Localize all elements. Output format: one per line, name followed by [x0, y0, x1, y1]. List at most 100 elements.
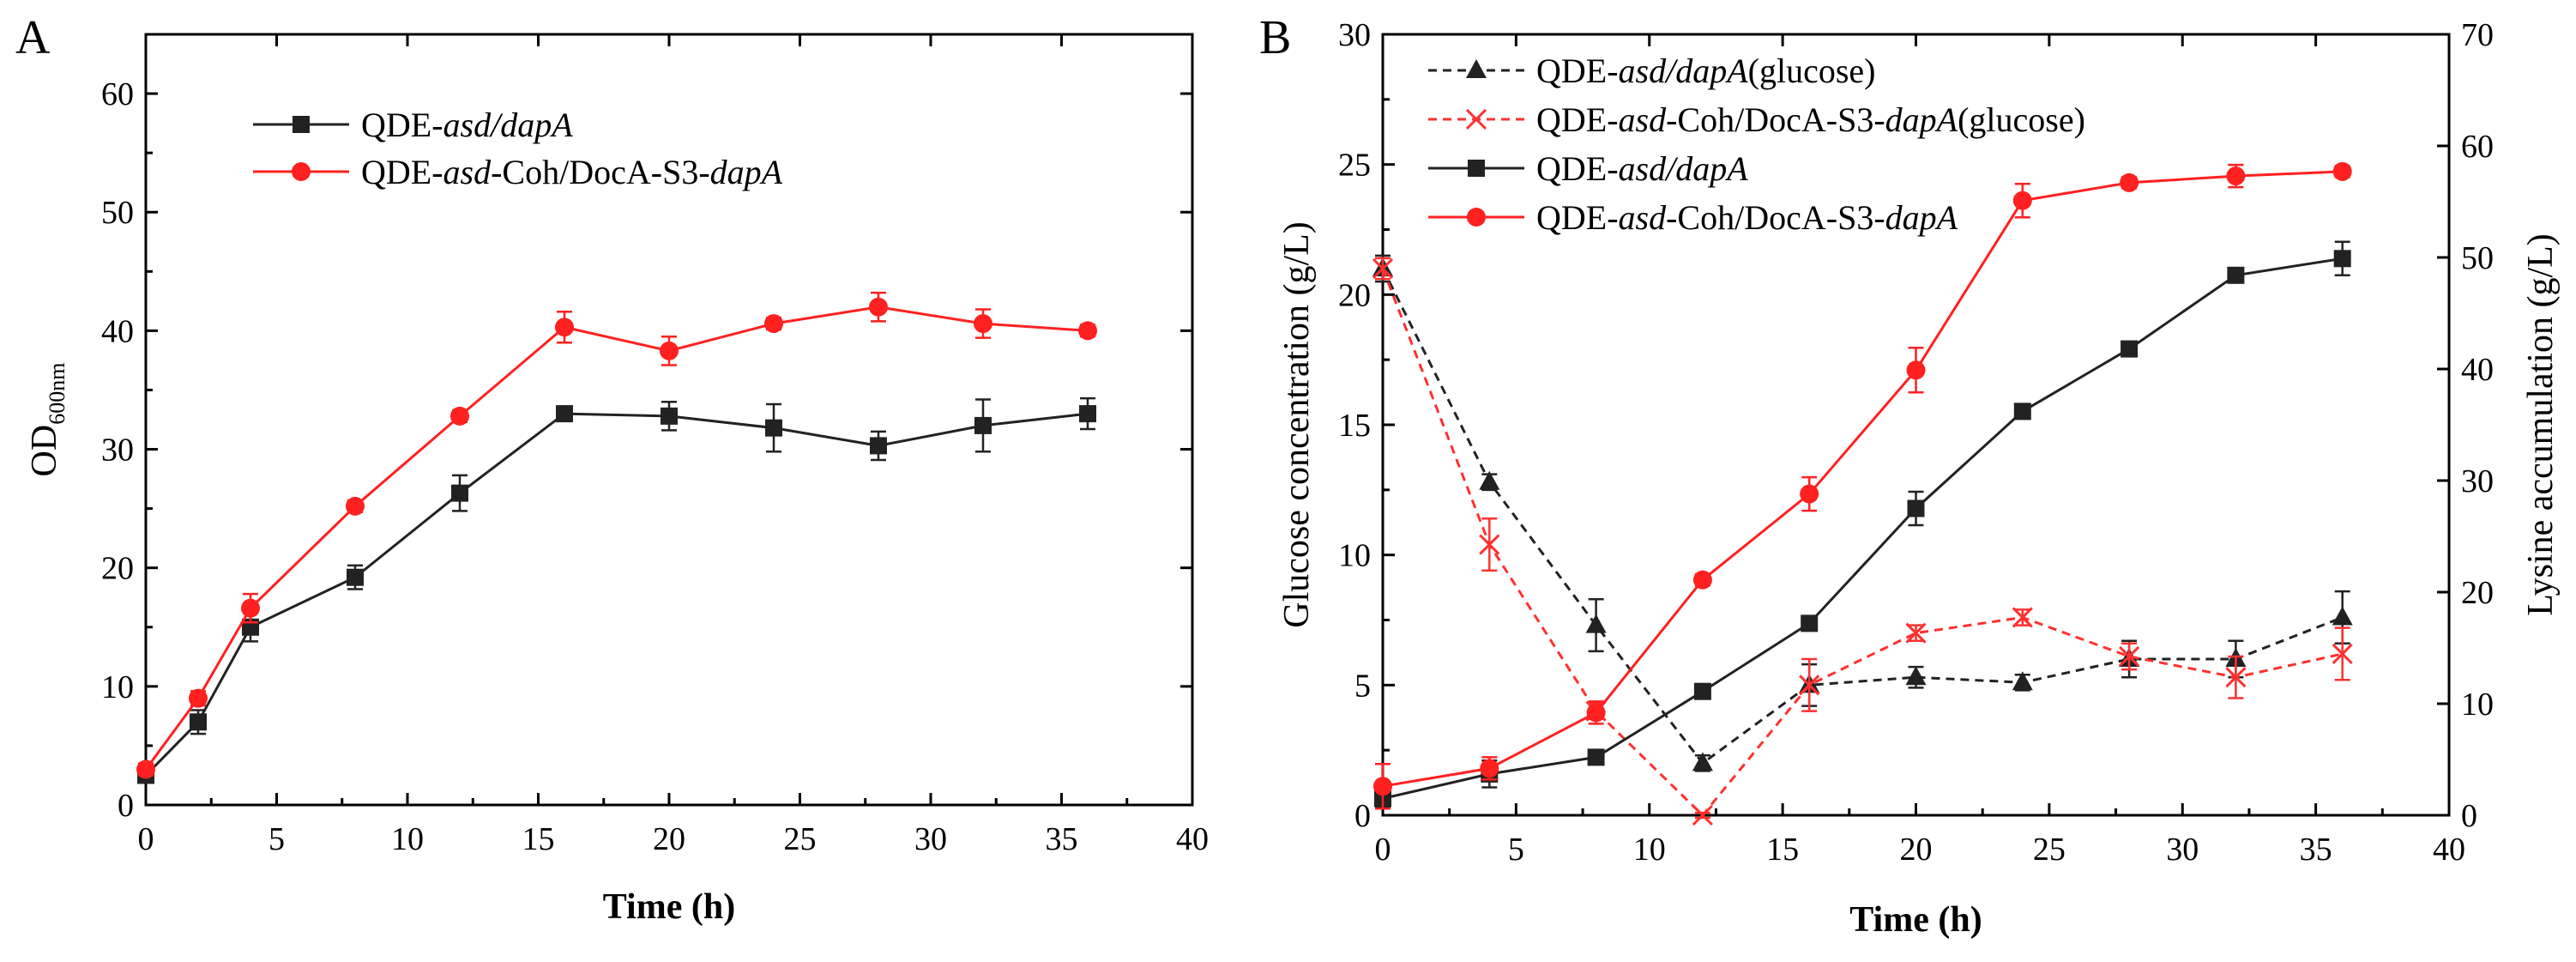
series-1: [1372, 257, 2353, 826]
y-axis-title-left: Glucose concentration (g/L): [1277, 221, 1317, 627]
legend-marker: [1466, 59, 1487, 78]
x-tick-label: 35: [1046, 821, 1078, 857]
series-2: [1374, 240, 2351, 809]
data-point: [1693, 682, 1711, 700]
legend-entry: QDE-asd-Coh/DocA-S3-dapA(glucose): [1428, 100, 2085, 139]
data-point-stroke-b: [1479, 534, 1500, 555]
y-tick-label: 25: [1338, 148, 1371, 184]
data-point: [2012, 607, 2033, 628]
data-point: [2226, 166, 2246, 186]
data-point: [2119, 645, 2140, 668]
x-tick-label: 5: [1508, 832, 1524, 868]
data-point-stroke-b: [1799, 675, 1820, 696]
data-point: [1905, 622, 1927, 644]
y-tick-label: 30: [1338, 17, 1371, 53]
data-point: [764, 314, 783, 334]
y2-tick-label: 50: [2461, 240, 2494, 276]
y-tick-label: 10: [1338, 538, 1371, 574]
data-point: [1479, 534, 1500, 555]
data-point-stroke-b: [2225, 667, 2247, 688]
x-tick-label: 25: [2033, 832, 2066, 868]
data-point: [1800, 484, 1819, 504]
legend-entry: QDE-asd/dapA: [253, 106, 573, 144]
y2-tick-label: 60: [2461, 129, 2494, 165]
data-point: [347, 568, 364, 586]
x-tick-label: 20: [1900, 832, 1933, 868]
data-point: [2225, 667, 2247, 688]
legend-label: QDE-asd-Coh/DocA-S3-dapA: [1536, 198, 1958, 237]
legend-entry: QDE-asd-Coh/DocA-S3-dapA: [253, 153, 783, 191]
data-point: [974, 314, 992, 334]
y-tick-label: 5: [1354, 668, 1371, 704]
panel-a: A 0 5 10 15 20 25 30 35 40 0 10 20 30 40 50 60 QDE-asd/da…: [15, 11, 1209, 927]
data-point: [2332, 161, 2352, 181]
legend-label: QDE-asd-Coh/DocA-S3-dapA(glucose): [1536, 100, 2085, 139]
data-point: [1372, 257, 1394, 280]
legend-marker-stroke-b: [1465, 108, 1487, 130]
data-point: [2012, 671, 2033, 691]
data-point: [2120, 172, 2139, 192]
y2-tick-label: 0: [2461, 798, 2477, 834]
data-point: [1586, 703, 1606, 723]
data-point: [1692, 570, 1712, 590]
data-point: [1906, 360, 1926, 380]
data-point: [346, 496, 365, 516]
legend-entry: QDE-asd/dapA: [1428, 149, 1748, 188]
data-point: [1905, 666, 1927, 686]
series-line: [1381, 268, 2344, 818]
data-point: [661, 407, 678, 425]
legend-marker: [1465, 108, 1487, 130]
series-1: [136, 291, 1097, 779]
series-line: [1382, 257, 2343, 800]
data-point: [2121, 340, 2139, 358]
series-line: [1381, 268, 2344, 765]
x-axis-title: Time (h): [603, 887, 735, 927]
y-tick-label: 40: [101, 313, 134, 349]
data-point: [660, 341, 679, 360]
series-line: [144, 412, 1089, 777]
legend-marker: [293, 116, 310, 133]
data-point: [556, 405, 573, 423]
data-point: [1479, 470, 1500, 490]
data-point: [451, 484, 468, 502]
data-point: [450, 406, 469, 426]
y-tick-label: 30: [101, 433, 134, 469]
data-point: [1079, 405, 1096, 423]
y2-tick-label: 20: [2461, 575, 2494, 611]
data-point: [1587, 748, 1605, 766]
x-tick-label: 0: [1375, 832, 1391, 868]
data-point: [1692, 752, 1713, 771]
data-point: [2333, 250, 2351, 268]
data-point: [2012, 191, 2032, 210]
x-tick-label: 35: [2300, 832, 2332, 868]
data-point: [555, 318, 574, 337]
data-point-stroke-b: [1692, 804, 1713, 826]
data-point-stroke-b: [1905, 622, 1927, 644]
y-axis-title-right: Lysine accumulation (g/L): [2521, 233, 2561, 616]
x-tick-label: 30: [2166, 832, 2199, 868]
x-tick-label: 40: [1176, 821, 1209, 857]
data-point: [1480, 759, 1499, 778]
y2-tick-label: 10: [2461, 687, 2494, 723]
x-tick-label: 40: [2433, 832, 2465, 868]
legend-marker: [1468, 160, 1485, 177]
panel-b: B0 5 10 15 20 25 30 35 4005101520253001020304050…: [1259, 11, 2561, 940]
legend-label: QDE-asd/dapA(glucose): [1536, 51, 1875, 90]
y-tick-label: 50: [101, 195, 134, 231]
data-point: [1799, 675, 1820, 696]
data-point: [2332, 606, 2353, 626]
series-0: [1372, 254, 2353, 772]
y-tick-label: 0: [118, 788, 134, 824]
x-tick-label: 15: [1766, 832, 1799, 868]
x-tick-label: 10: [1633, 832, 1666, 868]
data-point: [870, 437, 887, 455]
data-point: [136, 759, 155, 779]
data-point: [765, 419, 782, 437]
series-line: [1382, 170, 2343, 788]
legend-label: QDE-asd/dapA: [1536, 149, 1748, 188]
data-point: [1373, 777, 1392, 796]
x-tick-label: 5: [268, 821, 285, 857]
panel-label-b: B: [1259, 11, 1291, 64]
legend-label: QDE-asd/dapA: [361, 106, 573, 144]
data-point: [2227, 266, 2245, 284]
